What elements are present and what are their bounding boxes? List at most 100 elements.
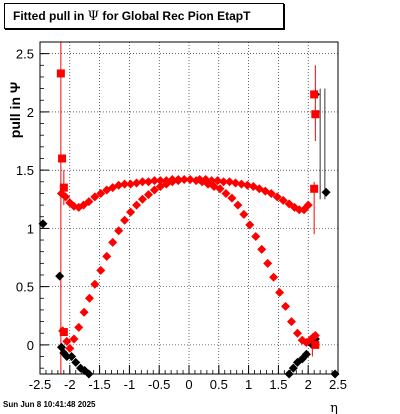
diamond-marker	[138, 194, 148, 204]
diamond-marker	[61, 192, 71, 202]
diamond-marker	[161, 176, 171, 186]
y-axis-label: pull in Ψ	[7, 82, 23, 138]
diamond-marker	[233, 200, 243, 210]
diamond-marker	[71, 357, 81, 367]
x-tick-label: -0.5	[148, 377, 170, 392]
diamond-marker	[275, 287, 285, 297]
diamond-marker	[179, 174, 189, 184]
error-bars	[60, 42, 326, 374]
timestamp-footer: Sun Jun 8 10:41:48 2025	[3, 400, 96, 409]
diamond-marker	[38, 219, 48, 229]
diamond-marker	[207, 176, 217, 186]
y-tick-label: 1	[27, 221, 34, 236]
diamond-marker	[62, 336, 72, 346]
diamond-marker	[239, 209, 249, 219]
x-tick-label: 1	[245, 377, 252, 392]
square-marker	[59, 183, 68, 192]
diamond-marker	[149, 185, 159, 195]
diamond-marker	[90, 279, 100, 289]
x-tick-label: -2.5	[29, 377, 51, 392]
y-tick-label: 2.5	[16, 47, 34, 62]
y-tick-label: 2	[27, 105, 34, 120]
diamond-marker	[294, 205, 304, 215]
square-marker	[56, 69, 65, 78]
diamond-marker	[74, 322, 84, 332]
diamond-marker	[288, 363, 298, 373]
diamond-marker	[55, 271, 65, 281]
diamond-marker	[287, 317, 297, 327]
x-tick-label: -1	[124, 377, 136, 392]
diamond-marker	[90, 192, 100, 202]
diamond-marker	[303, 200, 313, 210]
title-prefix: Fitted pull in	[13, 9, 88, 23]
diamond-marker	[281, 301, 291, 311]
diamond-marker	[263, 258, 273, 268]
x-tick-label: -2	[64, 377, 76, 392]
diamond-marker	[126, 179, 136, 189]
diamond-marker	[84, 293, 94, 303]
diamond-marker	[310, 331, 320, 341]
diamond-marker	[201, 174, 211, 184]
square-marker	[310, 184, 319, 193]
axes: -2.5 -2 -1.5 -1 -0.5 0 0.5 1 1.5 2 2.5 0 0.5 1 1.5 2 2.5	[16, 47, 347, 392]
diamond-marker	[143, 190, 153, 200]
diamond-marker	[149, 176, 159, 186]
diamond-marker	[84, 197, 94, 207]
diamond-marker	[143, 177, 153, 187]
diamond-marker	[221, 188, 231, 198]
x-tick-label: 2	[305, 377, 312, 392]
diamond-marker	[257, 244, 267, 254]
diamond-marker	[155, 176, 165, 186]
diamond-marker	[213, 176, 223, 186]
diamond-marker	[301, 349, 311, 359]
chart-title: Fitted pull in Ψ for Global Rec Pion Eta…	[4, 3, 284, 29]
diamond-marker	[278, 195, 288, 205]
diamond-marker	[225, 177, 235, 187]
x-tick-label: -1.5	[88, 377, 110, 392]
x-tick-label: 0.5	[210, 377, 228, 392]
diamond-marker	[138, 177, 148, 187]
y-tick-label: 1.5	[16, 163, 34, 178]
x-tick-label: 1.5	[269, 377, 287, 392]
diamond-marker	[120, 215, 130, 225]
diamond-marker	[65, 343, 75, 353]
diamond-marker	[251, 232, 261, 242]
diamond-marker	[96, 265, 106, 275]
diamond-marker	[62, 352, 72, 362]
y-tick-label: 0	[27, 338, 34, 353]
diamond-marker	[114, 226, 124, 236]
diamond-marker	[292, 328, 302, 338]
square-marker	[311, 340, 320, 349]
diamond-marker	[114, 180, 124, 190]
title-suffix: for Global Rec Pion EtapT	[99, 9, 251, 23]
diamond-marker	[126, 207, 136, 217]
diamond-marker	[236, 179, 246, 189]
diamond-marker	[96, 188, 106, 198]
diamond-marker	[102, 251, 112, 261]
diamond-marker	[69, 334, 79, 344]
diamond-marker	[167, 174, 177, 184]
title-psi-symbol: Ψ	[87, 9, 100, 24]
diamond-marker	[132, 178, 142, 188]
diamond-marker	[132, 200, 142, 210]
diamond-marker	[67, 352, 77, 362]
y-tick-label: 0.5	[16, 280, 34, 295]
x-tick-label: 0	[185, 377, 192, 392]
diamond-marker	[227, 193, 237, 203]
diamond-marker	[230, 178, 240, 188]
diamond-marker	[185, 174, 195, 184]
diamond-marker	[120, 179, 130, 189]
diamond-marker	[266, 188, 276, 198]
diamond-marker	[245, 220, 255, 230]
diamond-marker	[173, 174, 183, 184]
x-axis-label: η	[330, 401, 338, 414]
square-marker	[58, 154, 67, 163]
diamond-marker	[242, 180, 252, 190]
diamond-marker	[215, 184, 225, 194]
square-marker	[310, 90, 319, 99]
data-points	[38, 69, 340, 379]
diamond-marker	[248, 181, 258, 191]
square-marker	[59, 328, 68, 337]
diamond-marker	[321, 187, 331, 197]
